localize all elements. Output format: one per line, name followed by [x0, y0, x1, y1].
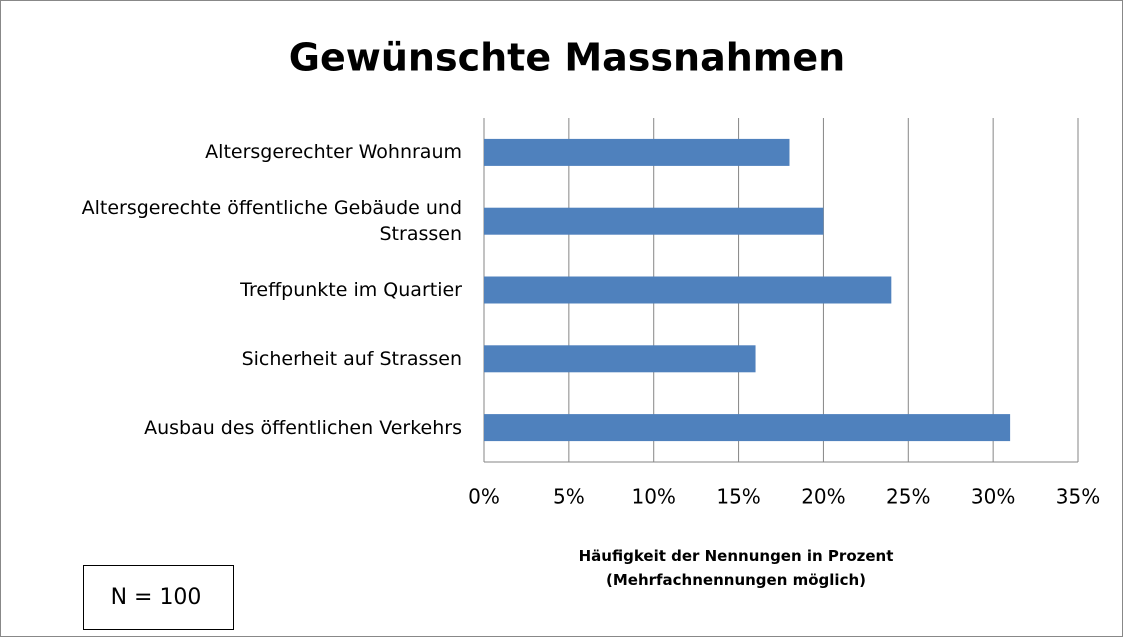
bar	[484, 207, 824, 235]
y-tick-label: Treffpunkte im Quartier	[240, 279, 462, 301]
bar	[484, 414, 1011, 442]
x-tick-label: 35%	[1056, 485, 1100, 509]
chart-title: Gewünschte Massnahmen	[289, 36, 845, 80]
x-tick-label: 20%	[801, 485, 845, 509]
x-tick-label: 25%	[886, 485, 930, 509]
bar	[484, 138, 790, 166]
x-tick-label: 10%	[631, 485, 675, 509]
x-axis-label: Häufigkeit der Nennungen in Prozent (Meh…	[578, 547, 894, 589]
y-tick-label: Sicherheit auf Strassen	[241, 347, 462, 370]
bar	[484, 345, 756, 373]
y-tick-label: Altersgerechte öffentliche Gebäude und S…	[81, 197, 462, 246]
annotation-box	[83, 565, 234, 630]
y-tick-label: Ausbau des öffentlichen Verkehrs	[144, 416, 462, 439]
x-tick-label: 15%	[716, 485, 760, 509]
y-tick-label: Altersgerechter Wohnraum	[205, 141, 462, 164]
annotation: N = 100	[111, 585, 202, 610]
x-tick-label: 5%	[553, 485, 585, 509]
x-tick-label: 30%	[971, 485, 1015, 509]
bar	[484, 276, 892, 304]
x-tick-label: 0%	[468, 485, 500, 509]
